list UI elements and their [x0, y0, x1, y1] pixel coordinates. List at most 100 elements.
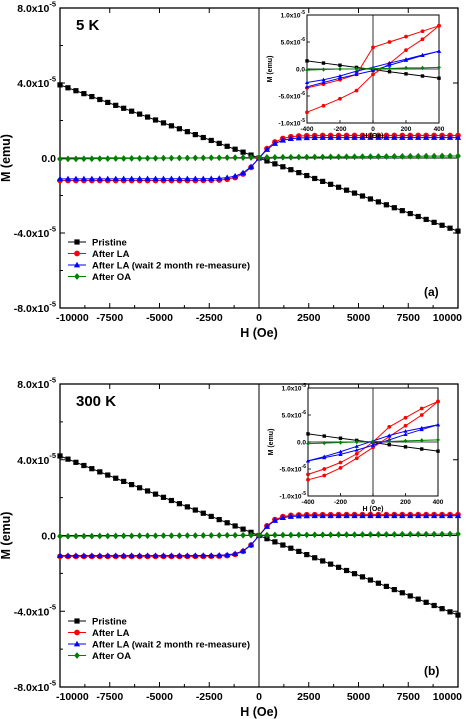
- data-point: [367, 512, 374, 519]
- data-point: [208, 552, 215, 558]
- data-point: [439, 152, 445, 160]
- data-point: [144, 552, 151, 558]
- data-point: [447, 152, 453, 160]
- data-point: [454, 512, 462, 519]
- data-point: [336, 184, 342, 190]
- data-point: [343, 531, 350, 539]
- inset-data-point: [322, 467, 327, 471]
- data-point: [200, 510, 206, 516]
- data-point: [455, 152, 461, 160]
- inset-data-point: [420, 65, 425, 71]
- data-point: [303, 134, 310, 141]
- inset-data-point: [305, 458, 311, 463]
- inset-data-point: [419, 427, 424, 432]
- data-point: [168, 532, 175, 540]
- x-tick-label: 2500: [297, 691, 321, 703]
- data-point: [224, 551, 231, 558]
- data-point: [343, 134, 350, 140]
- chart-panel-b: -10000 -7500 -5000 -2500 0 2500 5000 7500 10000 8…: [0, 375, 462, 719]
- data-point: [447, 609, 453, 615]
- data-point: [176, 154, 183, 162]
- legend-entry: After LA (wait 2 month re-measure): [92, 640, 250, 651]
- data-point: [359, 153, 366, 161]
- inset-x-axis-label: H (Oe): [363, 506, 384, 513]
- inset-data-point: [371, 66, 375, 71]
- data-point: [192, 552, 199, 558]
- data-point: [391, 205, 397, 211]
- data-point: [319, 134, 326, 140]
- data-point: [57, 532, 63, 540]
- data-point: [431, 152, 437, 160]
- data-point: [431, 530, 437, 538]
- inset-data-point: [354, 66, 359, 72]
- data-point: [375, 153, 382, 160]
- data-point: [128, 532, 135, 540]
- data-point: [232, 550, 239, 557]
- data-point: [415, 134, 422, 140]
- inset-data-point: [403, 432, 408, 436]
- data-point: [239, 169, 247, 176]
- y-tick-label: -4.0x10-5: [14, 603, 56, 619]
- inset-data-point: [387, 70, 392, 74]
- inset-data-point: [387, 433, 392, 438]
- inset-data-point: [403, 429, 408, 433]
- data-point: [431, 512, 438, 519]
- data-point: [136, 175, 143, 182]
- inset-y-axis-label: M (emu): [267, 56, 274, 83]
- data-point: [184, 129, 190, 135]
- data-point: [375, 512, 382, 519]
- inset-curve-diamond: [305, 65, 441, 73]
- inset-x-tick-label: -400: [301, 499, 314, 506]
- inset-data-point: [403, 445, 408, 449]
- data-point: [431, 219, 437, 225]
- data-point: [439, 222, 445, 228]
- data-point: [367, 577, 374, 583]
- data-point: [137, 485, 143, 491]
- inset-data-point: [436, 49, 442, 53]
- data-point: [168, 175, 175, 182]
- data-point: [335, 512, 342, 519]
- data-point: [407, 593, 413, 599]
- data-point: [56, 552, 64, 558]
- data-point: [248, 154, 254, 161]
- data-point: [104, 532, 111, 540]
- data-point: [152, 175, 159, 182]
- data-point: [57, 453, 63, 459]
- data-point: [328, 181, 334, 187]
- inset-curve-circle: [305, 23, 441, 115]
- inset-data-point: [354, 452, 359, 456]
- data-point: [280, 531, 286, 539]
- inset-data-point: [436, 449, 440, 453]
- data-point: [312, 175, 318, 182]
- inset-x-tick-label: 0: [371, 499, 375, 506]
- inset-data-point: [306, 477, 310, 482]
- data-point: [423, 216, 429, 223]
- panel-label: (b): [424, 664, 439, 678]
- data-point: [335, 134, 342, 140]
- data-point: [184, 175, 191, 182]
- data-point: [343, 567, 350, 574]
- data-point: [96, 532, 103, 540]
- data-point: [431, 134, 438, 140]
- data-point: [455, 228, 461, 234]
- inset-x-tick-label: 400: [434, 126, 445, 133]
- data-point: [112, 552, 119, 558]
- inset-data-point: [354, 88, 359, 93]
- y-tick-label: 8.0x10-5: [17, 0, 56, 15]
- inset-data-point: [404, 65, 408, 71]
- data-point: [152, 154, 159, 162]
- data-point: [96, 552, 103, 558]
- x-tick-label: 0: [256, 691, 262, 703]
- legend-entry: After LA: [92, 249, 130, 260]
- data-point: [375, 199, 381, 205]
- data-point: [112, 532, 119, 540]
- inset-data-point: [420, 29, 425, 34]
- data-point: [399, 134, 406, 140]
- inset-data-point: [437, 23, 441, 28]
- legend-marker: [74, 250, 80, 257]
- data-point: [383, 531, 390, 538]
- inset-data-point: [305, 110, 309, 115]
- data-point: [96, 155, 103, 163]
- data-point: [224, 143, 230, 149]
